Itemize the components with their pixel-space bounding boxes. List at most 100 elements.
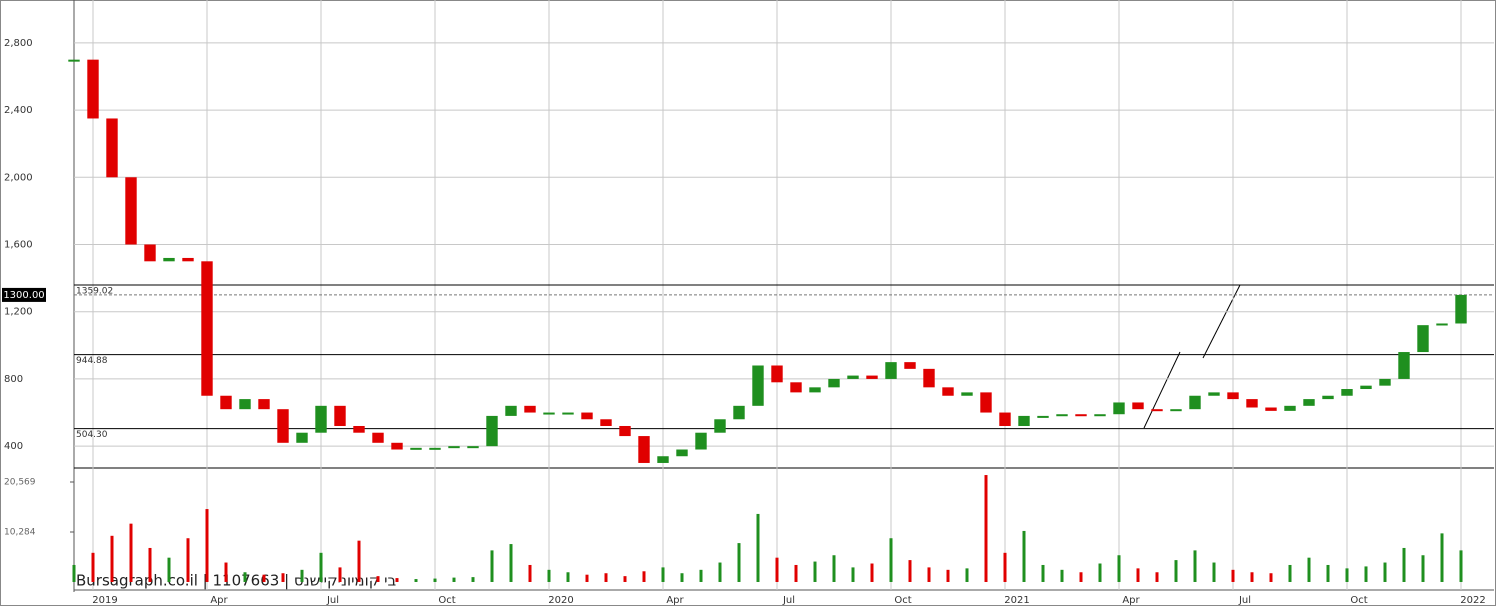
volume-bar [281,573,285,582]
volume-bar [737,543,741,582]
last-price-label: 1300.00 [3,290,44,301]
volume-bar [718,562,722,582]
candle [1341,389,1353,396]
y-tick-label: 800 [4,374,23,385]
candle [1284,405,1296,411]
candle [1360,385,1372,390]
volume-bar [110,535,114,582]
volume-bar [832,555,836,582]
volume-bar [395,578,399,582]
y-tick-label: 1,200 [4,307,33,318]
candle [790,382,802,393]
volume-bar [1003,552,1007,582]
volume-bar [1193,550,1197,582]
candle [942,387,954,396]
volume-bar [490,550,494,582]
volume-bar [965,568,969,582]
volume-bar [1250,572,1254,582]
x-tick-label: 2020 [548,595,573,606]
volume-bar [338,567,342,582]
candle [87,59,99,119]
volume-tick-label: 10,284 [4,527,36,537]
y-tick-label: 2,000 [4,172,33,183]
candle [885,362,897,379]
candle [1170,409,1182,412]
candle [448,446,460,449]
candle [239,399,251,410]
volume-bar [186,538,190,582]
volume-bar [1307,557,1311,582]
volume-bar [1098,563,1102,582]
y-tick-label: 2,400 [4,105,33,116]
trend-line [1202,284,1241,359]
candle [581,412,593,420]
candle [334,405,346,426]
x-tick-label: Oct [894,595,911,606]
candle [600,419,612,426]
candle [486,415,498,447]
volume-bar [1212,562,1216,582]
volume-bar [452,577,456,582]
candle [714,419,726,433]
candle [980,392,992,413]
candle [1398,352,1410,379]
x-tick-label: Apr [1122,595,1140,606]
candle [1094,414,1106,417]
volume-bar [1421,555,1425,582]
candle [923,368,935,388]
candle [1113,402,1125,415]
volume-bar [1155,572,1159,582]
volume-bar [1174,560,1178,582]
x-tick-label: 2021 [1004,595,1029,606]
volume-bar [1231,569,1235,582]
volume-bar [1022,530,1026,582]
volume-bar [566,572,570,582]
volume-bar [376,576,380,582]
candle [429,447,441,450]
volume-bar [699,569,703,582]
x-tick-label: Oct [438,595,455,606]
volume-bar [908,560,912,582]
volume-bar [319,552,323,582]
candle [182,257,194,262]
volume-bar [1459,550,1463,582]
candle [999,412,1011,426]
volume-bar [946,569,950,582]
candle [1208,392,1220,396]
x-tick-label: Apr [210,595,228,606]
volume-bar [1136,568,1140,582]
volume-bar [1288,564,1292,582]
candle [524,405,536,413]
volume-bar [1079,572,1083,582]
volume-bar [1440,533,1444,582]
candle [1189,395,1201,410]
x-tick-label: Jul [782,595,795,606]
level-label: 944.88 [76,356,108,366]
volume-bar [1345,568,1349,582]
candle [1132,402,1144,410]
candle [1246,399,1258,408]
x-tick-label: Oct [1350,595,1367,606]
volume-bar [984,475,988,582]
candle [1151,409,1163,412]
candle [638,436,650,463]
y-tick-label: 400 [4,441,23,452]
volume-bar [775,557,779,582]
volume-bar [129,523,133,582]
candle [828,378,840,388]
volume-bar [91,552,95,582]
volume-bar [585,574,589,582]
volume-bar [148,547,152,582]
volume-bar [1041,564,1045,582]
volume-bar [414,579,418,582]
volume-bar [224,562,228,582]
candle [391,442,403,450]
volume-bar [927,567,931,582]
candle [562,412,574,415]
candle [467,446,479,449]
candle [201,261,213,396]
last-price-box [2,287,46,302]
candle [657,456,669,463]
candle [1436,323,1448,326]
volume-bar [357,540,361,582]
